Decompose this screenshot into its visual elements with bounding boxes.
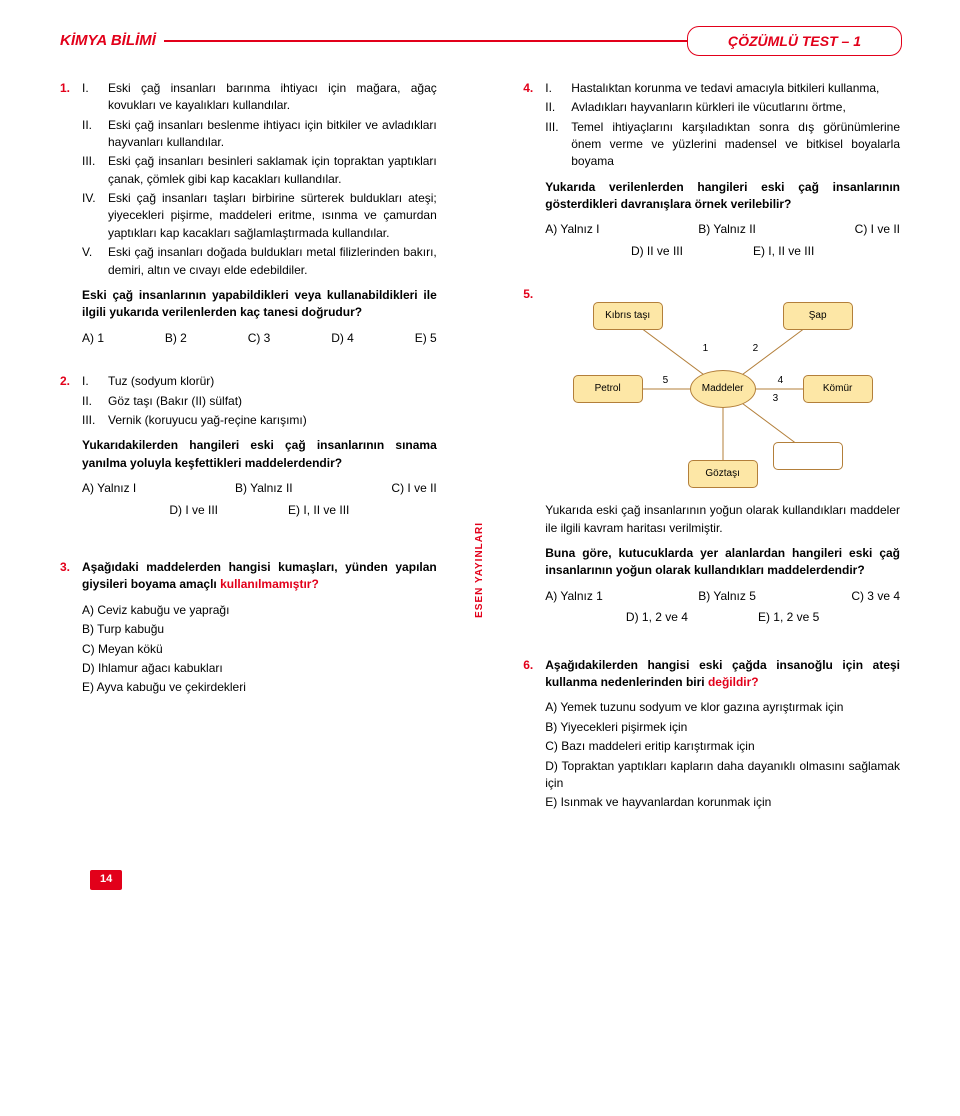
q2-stem: Yukarıdakilerden hangileri eski çağ insa…: [82, 437, 437, 472]
q1-opt-e: E) 5: [415, 330, 437, 347]
q3-number: 3.: [60, 559, 82, 699]
q6-opt-a: A) Yemek tuzunu sodyum ve klor gazına ay…: [545, 699, 900, 716]
q2-opt-e: E) I, II ve III: [288, 502, 349, 519]
q6-opt-d: D) Topraktan yaptıkları kapların daha da…: [545, 758, 900, 793]
q1-opt-a: A) 1: [82, 330, 104, 347]
right-column: 4. I.Hastalıktan korunma ve tedavi amacı…: [523, 80, 900, 840]
q3-opt-b: B) Turp kabuğu: [82, 621, 437, 638]
q6-opt-e: E) Isınmak ve hayvanlardan korunmak için: [545, 794, 900, 811]
test-title: ÇÖZÜMLÜ TEST – 1: [687, 26, 902, 56]
q5-pretext: Yukarıda eski çağ insanlarının yoğun ola…: [545, 502, 900, 537]
content-columns: 1. I.Eski çağ insanları barınma ihtiyacı…: [60, 80, 900, 840]
q1-opt-b: B) 2: [165, 330, 187, 347]
q4-opt-c: C) I ve II: [855, 221, 900, 238]
q3-stem: Aşağıdaki maddelerden hangisi kumaşları,…: [82, 559, 437, 594]
q5-opt-d: D) 1, 2 ve 4: [626, 609, 688, 626]
q6-opt-b: B) Yiyecekleri pişirmek için: [545, 719, 900, 736]
q6-number: 6.: [523, 657, 545, 814]
q4-opt-b: B) Yalnız II: [698, 221, 756, 238]
q5-number: 5.: [523, 286, 545, 626]
q5-stem: Buna göre, kutucuklarda yer alanlardan h…: [545, 545, 900, 580]
q3-opt-d: D) Ihlamur ağacı kabukları: [82, 660, 437, 677]
q1-item-iii: Eski çağ insanları besinleri saklamak iç…: [108, 153, 437, 188]
q4-item-iii: Temel ihtiyaçlarını karşıladıktan sonra …: [571, 119, 900, 171]
q5-node-1: Kıbrıs taşı: [593, 302, 663, 330]
q1-item-v: Eski çağ insanları doğada buldukları met…: [108, 244, 437, 279]
q5-diagram: Maddeler Kıbrıs taşı Şap Kömür Göztaşı P…: [573, 292, 873, 492]
question-1: 1. I.Eski çağ insanları barınma ihtiyacı…: [60, 80, 437, 347]
publisher-label: ESEN YAYINLARI: [473, 522, 488, 618]
q1-item-i: Eski çağ insanları barınma ihtiyacı için…: [108, 80, 437, 115]
question-3: 3. Aşağıdaki maddelerden hangisi kumaşla…: [60, 559, 437, 699]
q1-stem: Eski çağ insanlarının yapabildikleri vey…: [82, 287, 437, 322]
q5-opt-a: A) Yalnız 1: [545, 588, 603, 605]
q1-opt-d: D) 4: [331, 330, 354, 347]
q5-node-2: Şap: [783, 302, 853, 330]
q3-opt-e: E) Ayva kabuğu ve çekirdekleri: [82, 679, 437, 696]
q5-edge-3: 3: [773, 392, 779, 407]
q2-opt-b: B) Yalnız II: [235, 480, 293, 497]
q1-opt-c: C) 3: [248, 330, 271, 347]
q5-center-node: Maddeler: [690, 370, 756, 408]
q1-item-iv: Eski çağ insanları taşları birbirine sür…: [108, 190, 437, 242]
q2-roman-i: I.: [82, 373, 108, 390]
q4-roman-ii: II.: [545, 99, 571, 116]
q2-roman-iii: III.: [82, 412, 108, 429]
q5-edge-1: 1: [703, 342, 709, 357]
q4-roman-i: I.: [545, 80, 571, 97]
left-column: 1. I.Eski çağ insanları barınma ihtiyacı…: [60, 80, 437, 840]
q4-roman-iii: III.: [545, 119, 571, 171]
q1-roman-i: I.: [82, 80, 108, 115]
q2-roman-ii: II.: [82, 393, 108, 410]
q2-opt-a: A) Yalnız I: [82, 480, 136, 497]
question-5: 5. Maddeler Kıbrıs taşı Şap: [523, 286, 900, 626]
q4-item-ii: Avladıkları hayvanların kürkleri ile vüc…: [571, 99, 900, 116]
q2-number: 2.: [60, 373, 82, 519]
q4-opt-e: E) I, II ve III: [753, 243, 814, 260]
q2-opt-c: C) I ve II: [391, 480, 436, 497]
page-header: KİMYA BİLİMİ ÇÖZÜMLÜ TEST – 1: [60, 30, 900, 52]
q3-opt-c: C) Meyan kökü: [82, 641, 437, 658]
q2-opt-d: D) I ve III: [169, 502, 218, 519]
page-number: 14: [90, 870, 122, 890]
q4-opt-d: D) II ve III: [631, 243, 683, 260]
q3-stem-neg: kullanılmamıştır?: [220, 577, 319, 591]
q1-number: 1.: [60, 80, 82, 347]
q2-item-iii: Vernik (koruyucu yağ-reçine karışımı): [108, 412, 437, 429]
q5-opt-b: B) Yalnız 5: [698, 588, 756, 605]
q5-node-4: Kömür: [803, 375, 873, 403]
q2-item-i: Tuz (sodyum klorür): [108, 373, 437, 390]
q6-stem: Aşağıdakilerden hangisi eski çağda insan…: [545, 657, 900, 692]
header-rule: ÇÖZÜMLÜ TEST – 1: [164, 40, 900, 42]
q6-opt-c: C) Bazı maddeleri eritip karıştırmak içi…: [545, 738, 900, 755]
q5-edge-2: 2: [753, 342, 759, 357]
q2-item-ii: Göz taşı (Bakır (II) sülfat): [108, 393, 437, 410]
question-2: 2. I.Tuz (sodyum klorür) II.Göz taşı (Ba…: [60, 373, 437, 519]
page-footer: 14: [60, 870, 900, 890]
q5-edge-4: 4: [778, 374, 784, 389]
subject-title: KİMYA BİLİMİ: [60, 30, 164, 52]
q4-number: 4.: [523, 80, 545, 261]
q5-node-5: Petrol: [573, 375, 643, 403]
q5-opt-c: C) 3 ve 4: [851, 588, 900, 605]
q4-item-i: Hastalıktan korunma ve tedavi amacıyla b…: [571, 80, 900, 97]
q5-node-goztasi: Göztaşı: [688, 460, 758, 488]
q5-node-3: [773, 442, 843, 470]
q1-item-ii: Eski çağ insanları beslenme ihtiyacı içi…: [108, 117, 437, 152]
q1-roman-ii: II.: [82, 117, 108, 152]
q3-opt-a: A) Ceviz kabuğu ve yaprağı: [82, 602, 437, 619]
q6-stem-neg: değildir?: [708, 675, 759, 689]
q5-opt-e: E) 1, 2 ve 5: [758, 609, 819, 626]
question-6: 6. Aşağıdakilerden hangisi eski çağda in…: [523, 657, 900, 814]
question-4: 4. I.Hastalıktan korunma ve tedavi amacı…: [523, 80, 900, 261]
q1-roman-v: V.: [82, 244, 108, 279]
q4-opt-a: A) Yalnız I: [545, 221, 599, 238]
q5-edge-5: 5: [663, 374, 669, 389]
q4-stem: Yukarıda verilenlerden hangileri eski ça…: [545, 179, 900, 214]
q1-roman-iv: IV.: [82, 190, 108, 242]
q1-roman-iii: III.: [82, 153, 108, 188]
